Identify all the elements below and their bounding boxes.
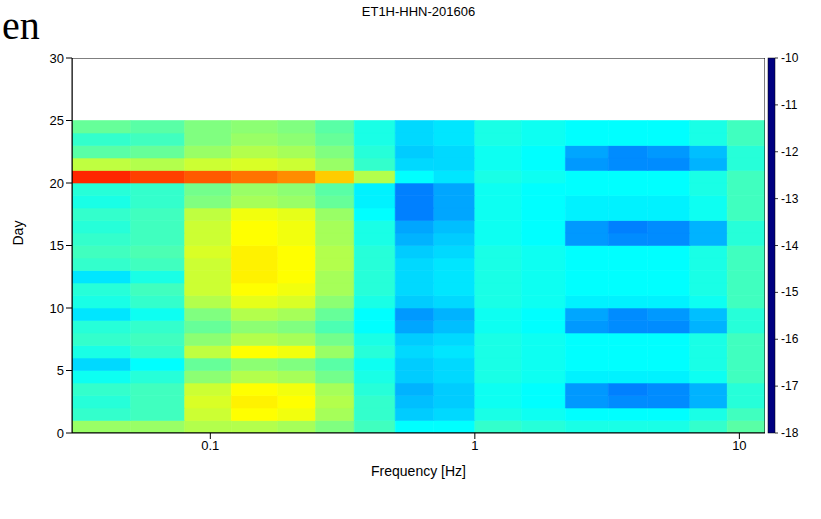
svg-text:-17: -17 <box>781 379 799 393</box>
svg-text:30: 30 <box>50 51 64 66</box>
svg-text:0: 0 <box>57 426 64 441</box>
svg-text:-16: -16 <box>781 332 799 346</box>
svg-text:0.1: 0.1 <box>201 438 219 453</box>
svg-text:5: 5 <box>57 363 64 378</box>
svg-text:10: 10 <box>732 438 746 453</box>
html-text:en: en <box>2 3 40 48</box>
svg-text:25: 25 <box>50 113 64 128</box>
svg-text:-12: -12 <box>781 145 799 159</box>
svg-text:-10: -10 <box>781 51 799 65</box>
html-text:ET1H-HHN-201606: ET1H-HHN-201606 <box>361 4 476 19</box>
svg-text:1: 1 <box>471 438 478 453</box>
svg-text:Day: Day <box>10 221 26 246</box>
svg-text:-11: -11 <box>781 98 798 112</box>
svg-text:15: 15 <box>50 238 64 253</box>
svg-text:Frequency [Hz]: Frequency [Hz] <box>371 463 466 479</box>
svg-text:-14: -14 <box>781 239 799 253</box>
svg-text:-13: -13 <box>781 192 799 206</box>
svg-text:-15: -15 <box>781 285 799 299</box>
svg-text:10: 10 <box>50 301 64 316</box>
svg-text:20: 20 <box>50 176 64 191</box>
svg-text:-18: -18 <box>781 426 799 440</box>
